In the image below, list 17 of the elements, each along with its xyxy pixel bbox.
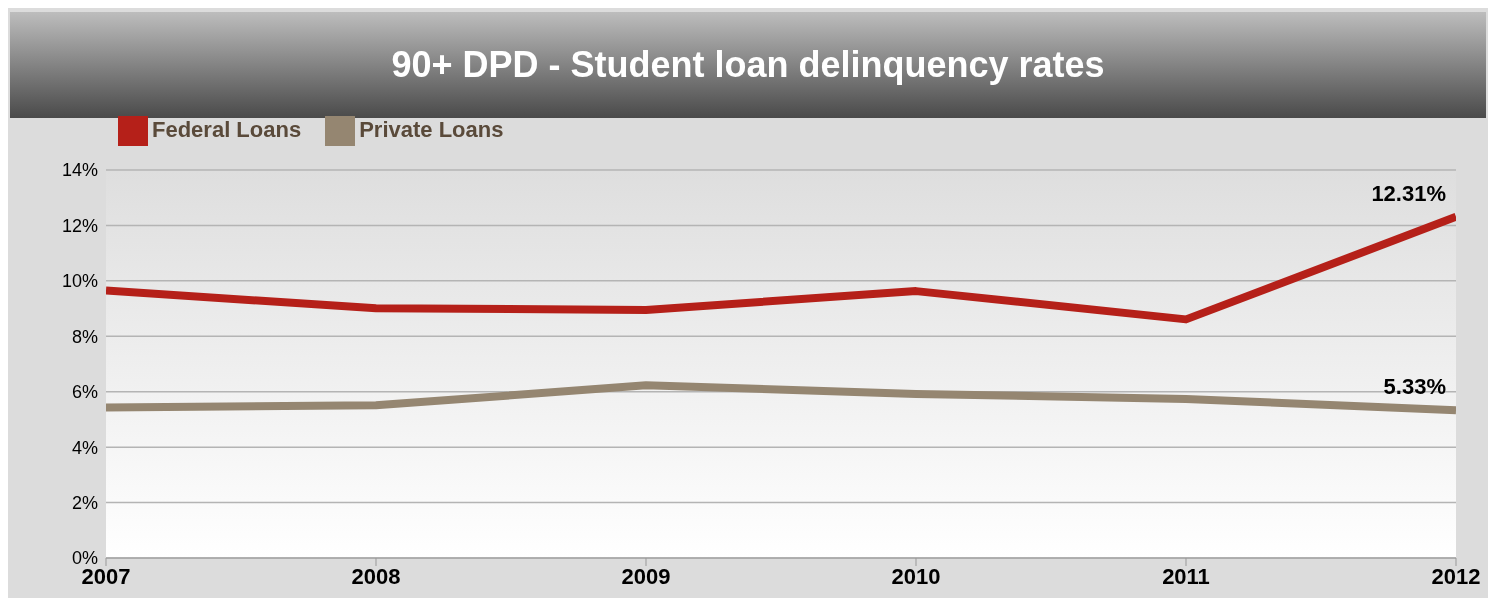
legend-label: Federal Loans: [152, 116, 302, 142]
chart-title: 90+ DPD - Student loan delinquency rates: [10, 12, 1486, 118]
x-tick-label: 2009: [621, 563, 671, 589]
x-tick-label: 2010: [891, 563, 941, 589]
x-tick-label: 2012: [1431, 563, 1481, 589]
data-label: 5.33%: [1383, 374, 1446, 400]
data-label: 12.31%: [1371, 180, 1446, 206]
y-tick-label: 14%: [61, 160, 98, 181]
x-tick-label: 2011: [1162, 563, 1210, 589]
y-tick-label: 4%: [71, 437, 98, 458]
y-tick-label: 12%: [61, 215, 98, 236]
y-tick-label: 10%: [61, 271, 98, 292]
legend-label: Private Loans: [359, 116, 504, 142]
x-tick-label: 2008: [351, 563, 401, 589]
y-tick-label: 6%: [71, 382, 98, 403]
y-tick-label: 8%: [71, 326, 98, 347]
y-tick-label: 2%: [71, 492, 98, 513]
